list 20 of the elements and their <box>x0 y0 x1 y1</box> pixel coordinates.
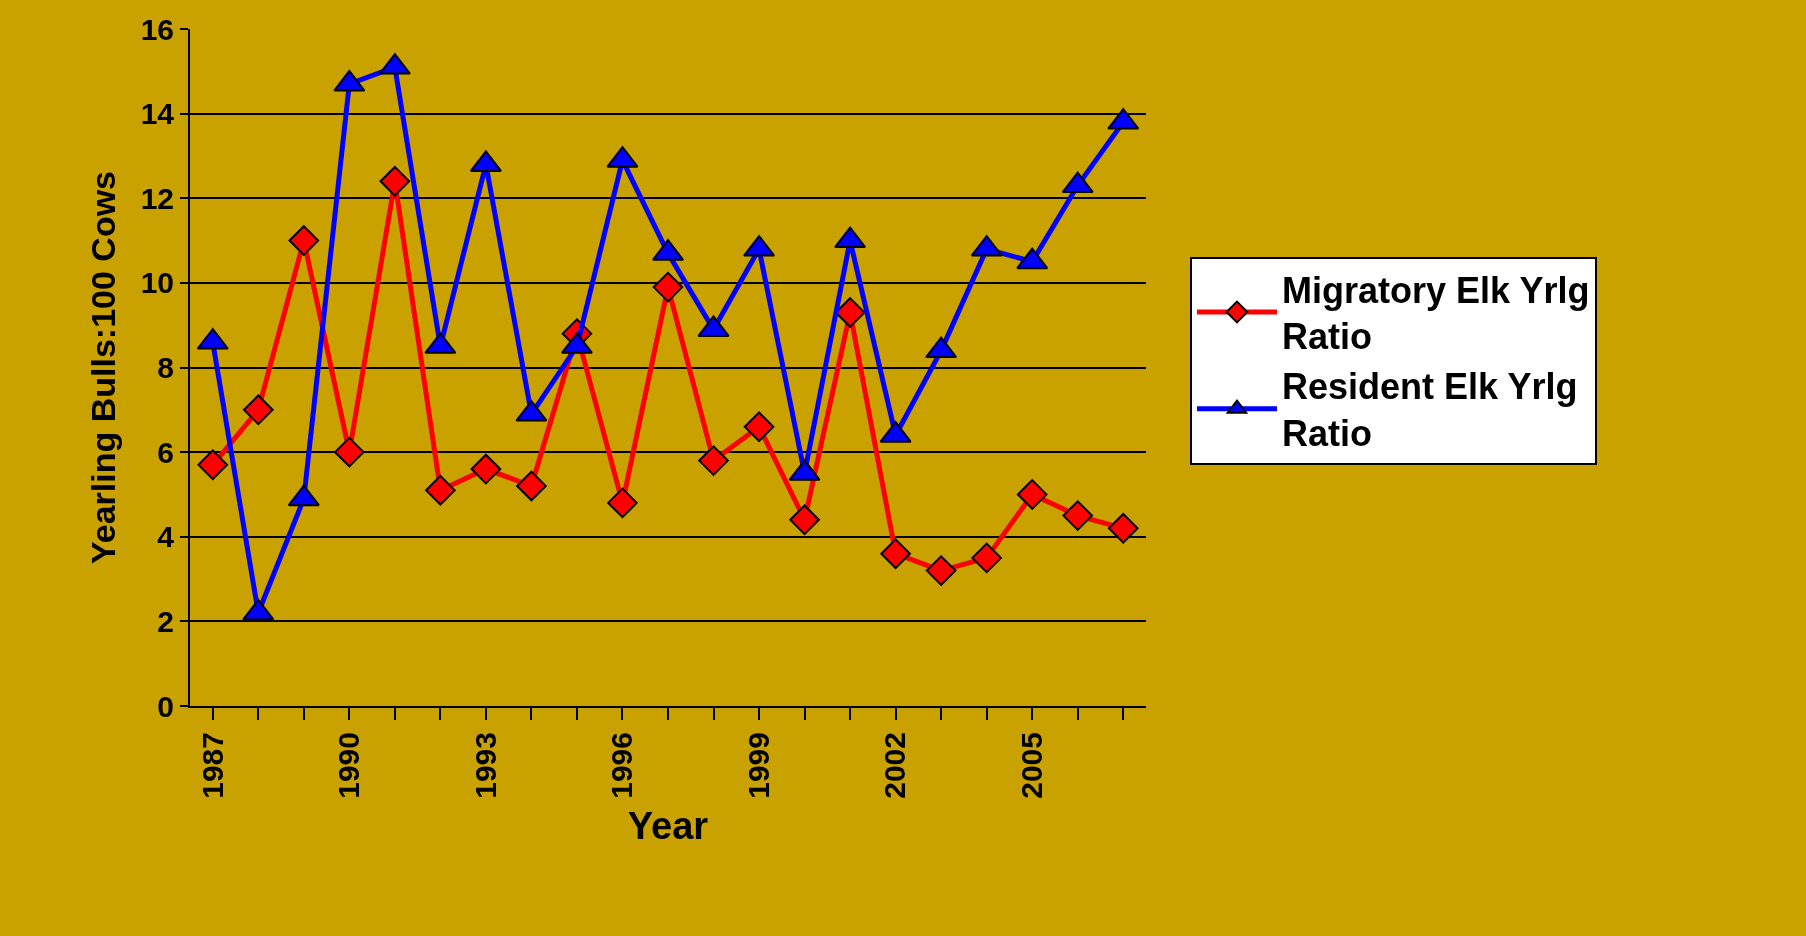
y-tick-label: 0 <box>157 689 174 723</box>
y-tick-label: 16 <box>140 12 174 46</box>
legend-label: Migratory Elk Yrlg Ratio <box>1281 269 1590 358</box>
y-axis-title: Yearling Bulls:100 Cows <box>83 170 122 565</box>
y-tick-label: 2 <box>157 604 174 638</box>
x-tick-label: 1987 <box>195 732 229 799</box>
x-tick-label: 2002 <box>878 732 912 799</box>
y-tick-label: 14 <box>140 97 175 131</box>
y-tick-label: 6 <box>157 435 174 469</box>
legend-label: Resident Elk Yrlg Ratio <box>1281 366 1578 455</box>
x-tick-label: 1996 <box>605 732 639 799</box>
x-tick-label: 1990 <box>332 732 366 799</box>
x-tick-label: 1999 <box>741 732 775 799</box>
y-tick-label: 12 <box>140 181 174 215</box>
y-tick-label: 4 <box>157 520 175 554</box>
x-tick-label: 1993 <box>468 732 502 799</box>
y-tick-label: 10 <box>140 266 174 300</box>
x-tick-label: 2005 <box>1014 732 1048 799</box>
y-tick-label: 8 <box>157 351 174 384</box>
x-axis-title: Year <box>627 805 709 848</box>
